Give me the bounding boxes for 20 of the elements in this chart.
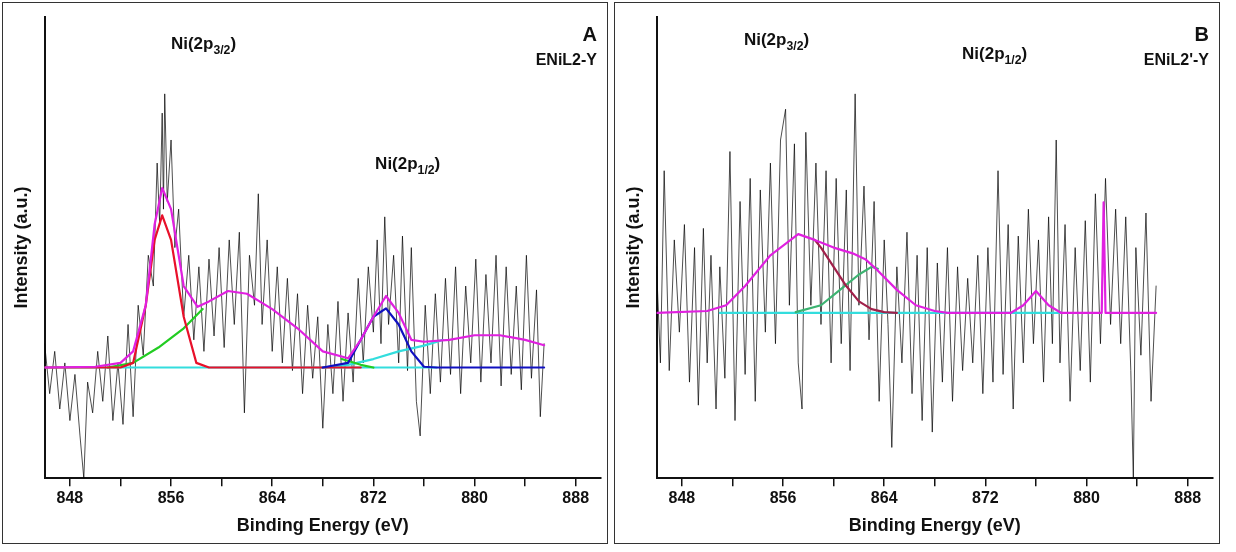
x-tick-label: 856 xyxy=(769,489,797,507)
x-tick-label: 888 xyxy=(562,489,590,507)
x-tick-label: 880 xyxy=(461,489,488,507)
x-axis-title: Binding Energy (eV) xyxy=(848,515,1021,536)
x-tick-label: 872 xyxy=(972,489,999,507)
x-tick-label: 848 xyxy=(668,489,696,507)
x-tick-label: 864 xyxy=(870,489,898,507)
text: B xyxy=(1194,23,1210,45)
x-tick-label: 888 xyxy=(1174,489,1202,507)
x-tick-label: 856 xyxy=(157,489,185,507)
x-tick-label: 872 xyxy=(360,489,387,507)
text: ENiL2-Y xyxy=(535,51,598,68)
y-axis-title: Intensity (a.u.) xyxy=(622,186,643,309)
text: A xyxy=(582,23,598,45)
x-axis-title: Binding Energy (eV) xyxy=(236,515,409,536)
x-tick-label: 864 xyxy=(258,489,286,507)
text: ENiL2'-Y xyxy=(1143,51,1210,68)
x-tick-label: 848 xyxy=(56,489,84,507)
y-axis-title: Intensity (a.u.) xyxy=(10,186,31,309)
x-tick-label: 880 xyxy=(1073,489,1100,507)
